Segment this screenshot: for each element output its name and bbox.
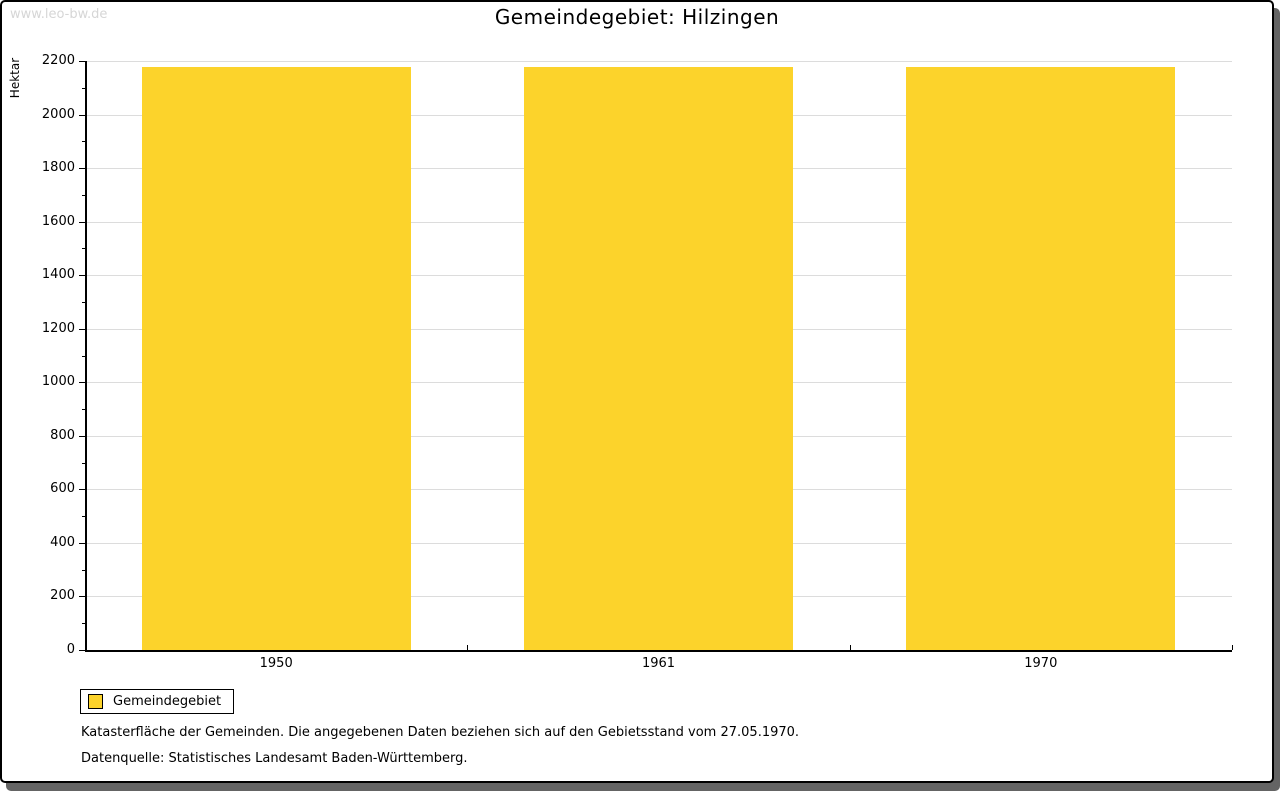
footer-note: Katasterfläche der Gemeinden. Die angege… xyxy=(81,725,800,740)
y-tick-label: 1800 xyxy=(41,160,75,176)
y-minor-tick xyxy=(82,301,85,303)
y-minor-tick xyxy=(82,516,85,518)
y-tick-label: 1200 xyxy=(41,320,75,336)
y-major-tick xyxy=(79,221,85,223)
legend-label: Gemeindegebiet xyxy=(113,694,222,709)
y-tick-label: 1400 xyxy=(41,267,75,283)
y-major-tick xyxy=(79,114,85,116)
x-tick-label: 1970 xyxy=(1024,656,1058,671)
y-major-tick xyxy=(79,382,85,384)
y-minor-tick xyxy=(82,462,85,464)
y-major-tick xyxy=(79,596,85,598)
watermark: www.leo-bw.de xyxy=(10,7,108,22)
y-tick-label: 2200 xyxy=(41,53,75,68)
bar xyxy=(524,67,793,650)
y-tick-label: 0 xyxy=(66,642,75,657)
y-major-tick xyxy=(79,168,85,170)
y-major-tick xyxy=(79,435,85,437)
y-minor-tick xyxy=(82,87,85,89)
y-major-tick xyxy=(79,650,85,651)
legend: Gemeindegebiet xyxy=(80,689,235,714)
y-tick-label: 400 xyxy=(50,534,75,550)
y-minor-tick xyxy=(82,194,85,196)
y-tick-label: 1000 xyxy=(41,374,75,390)
x-category-tick xyxy=(467,645,469,650)
gridline xyxy=(85,61,1232,62)
chart-title: Gemeindegebiet: Hilzingen xyxy=(494,5,780,29)
footer-source: Datenquelle: Statistisches Landesamt Bad… xyxy=(81,751,468,766)
x-tick-label: 1961 xyxy=(641,656,676,671)
x-category-tick xyxy=(1232,645,1233,650)
legend-swatch xyxy=(88,694,103,709)
x-tick-label: 1950 xyxy=(259,656,293,671)
y-major-tick xyxy=(79,489,85,491)
y-tick-label: 800 xyxy=(50,427,75,443)
y-major-tick xyxy=(79,542,85,544)
y-minor-tick xyxy=(82,569,85,571)
bar xyxy=(141,67,411,650)
y-tick-label: 2000 xyxy=(41,106,75,122)
y-major-tick xyxy=(79,328,85,330)
bar xyxy=(906,67,1176,650)
y-minor-tick xyxy=(82,355,85,357)
x-axis xyxy=(85,650,1232,652)
y-minor-tick xyxy=(82,623,85,625)
y-major-tick xyxy=(79,61,85,62)
y-axis xyxy=(85,61,87,652)
y-major-tick xyxy=(79,275,85,277)
y-minor-tick xyxy=(82,248,85,250)
y-tick-label: 200 xyxy=(50,588,75,604)
y-minor-tick xyxy=(82,141,85,143)
y-minor-tick xyxy=(82,409,85,411)
x-category-tick xyxy=(849,645,851,650)
y-tick-label: 600 xyxy=(50,481,75,497)
y-tick-label: 1600 xyxy=(41,213,75,229)
